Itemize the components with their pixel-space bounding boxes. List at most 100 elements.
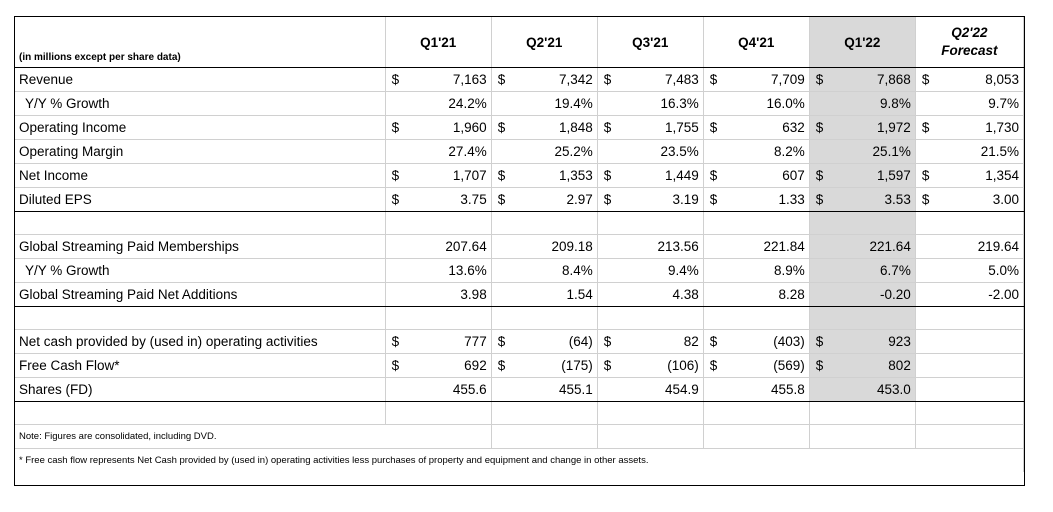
table-cell: 19.4%: [491, 91, 598, 116]
dollar-sign: $: [491, 187, 514, 212]
table-cell: 1.54: [491, 282, 598, 307]
dollar-sign: $: [809, 329, 832, 354]
forecast-label: Forecast: [941, 43, 998, 58]
table-cell: 3.19: [619, 187, 704, 212]
row-label: Global Streaming Paid Net Additions: [15, 282, 386, 307]
table-cell: 25.1%: [809, 139, 916, 164]
dollar-sign: $: [915, 187, 938, 212]
table-row: Revenue $7,163 $7,342 $7,483 $7,709 $7,8…: [15, 67, 1025, 92]
table-cell: 8.2%: [703, 139, 810, 164]
table-cell: (569): [725, 353, 810, 378]
footnote-free-cash-flow: * Free cash flow represents Net Cash pro…: [19, 455, 649, 466]
row-label: Free Cash Flow*: [15, 353, 386, 378]
dollar-sign: $: [915, 67, 938, 92]
table-cell: (106): [619, 353, 704, 378]
forecast-quarter: Q2'22: [951, 25, 988, 40]
dollar-sign: $: [703, 187, 726, 212]
table-cell: 1,707: [407, 163, 492, 188]
table-cell: 455.1: [491, 377, 598, 402]
dollar-sign: $: [809, 163, 832, 188]
spacer-row: [15, 401, 1025, 425]
table-cell: 1,354: [937, 163, 1025, 188]
dollar-sign: $: [703, 353, 726, 378]
table-row: Shares (FD) 455.6 455.1 454.9 455.8 453.…: [15, 377, 1025, 402]
row-label: Operating Margin: [15, 139, 386, 164]
table-cell: 8.9%: [703, 258, 810, 283]
table-cell: 6.7%: [809, 258, 916, 283]
table-cell: 802: [831, 353, 916, 378]
table-cell: [915, 377, 1025, 402]
dollar-sign: $: [385, 67, 408, 92]
table-cell: 1,730: [937, 115, 1025, 140]
spacer-row: [15, 211, 1025, 235]
table-cell: 25.2%: [491, 139, 598, 164]
table-cell: 1,848: [513, 115, 598, 140]
table-cell: 1,755: [619, 115, 704, 140]
table-cell: 455.6: [385, 377, 492, 402]
dollar-sign: $: [809, 115, 832, 140]
dollar-sign: $: [385, 115, 408, 140]
row-label: Diluted EPS: [15, 187, 386, 212]
dollar-sign: $: [597, 163, 620, 188]
table-cell: 21.5%: [915, 139, 1025, 164]
col-header-q221: Q2'21: [491, 17, 598, 68]
table-row: Net Income $1,707 $1,353 $1,449 $607 $1,…: [15, 163, 1025, 188]
table-cell: 7,868: [831, 67, 916, 92]
table-cell: 7,163: [407, 67, 492, 92]
col-header-forecast: Q2'22 Forecast: [915, 17, 1025, 68]
table-cell: 1,449: [619, 163, 704, 188]
table-cell: 213.56: [597, 234, 704, 259]
table-cell: (403): [725, 329, 810, 354]
table-cell: 1,972: [831, 115, 916, 140]
table-row: Diluted EPS $3.75 $2.97 $3.19 $1.33 $3.5…: [15, 187, 1025, 212]
table-cell: 3.98: [385, 282, 492, 307]
row-label: Shares (FD): [15, 377, 386, 402]
table-cell: 7,709: [725, 67, 810, 92]
table-cell: 9.7%: [915, 91, 1025, 116]
table-row: Operating Income $1,960 $1,848 $1,755 $6…: [15, 115, 1025, 140]
row-label: Net cash provided by (used in) operating…: [15, 329, 386, 354]
table-cell: 13.6%: [385, 258, 492, 283]
dollar-sign: $: [915, 115, 938, 140]
table-cell: 692: [407, 353, 492, 378]
dollar-sign: $: [491, 353, 514, 378]
dollar-sign: $: [491, 115, 514, 140]
footnote-consolidated: Note: Figures are consolidated, includin…: [15, 424, 386, 449]
table-cell: 8.4%: [491, 258, 598, 283]
table-cell: 82: [619, 329, 704, 354]
dollar-sign: $: [703, 115, 726, 140]
table-cell: (64): [513, 329, 598, 354]
table-cell: 219.64: [915, 234, 1025, 259]
table-cell: 2.97: [513, 187, 598, 212]
row-label: Y/Y % Growth: [15, 258, 386, 283]
table-cell: 607: [725, 163, 810, 188]
spacer-row: [15, 306, 1025, 330]
dollar-sign: $: [385, 329, 408, 354]
dollar-sign: $: [597, 353, 620, 378]
dollar-sign: $: [491, 163, 514, 188]
dollar-sign: $: [385, 353, 408, 378]
table-cell: 1.33: [725, 187, 810, 212]
table-row: Global Streaming Paid Memberships 207.64…: [15, 234, 1025, 259]
table-cell: 16.3%: [597, 91, 704, 116]
table-cell: 777: [407, 329, 492, 354]
table-cell: 209.18: [491, 234, 598, 259]
table-cell: 5.0%: [915, 258, 1025, 283]
dollar-sign: $: [491, 329, 514, 354]
row-label: Global Streaming Paid Memberships: [15, 234, 386, 259]
table-cell: 454.9: [597, 377, 704, 402]
table-cell: (175): [513, 353, 598, 378]
dollar-sign: $: [703, 67, 726, 92]
dollar-sign: $: [915, 163, 938, 188]
table-cell: 1,353: [513, 163, 598, 188]
dollar-sign: $: [491, 67, 514, 92]
units-label: (in millions except per share data): [15, 17, 386, 68]
col-header-q122: Q1'22: [809, 17, 916, 68]
table-cell: 221.64: [809, 234, 916, 259]
table-cell: 3.00: [937, 187, 1025, 212]
row-label: Operating Income: [15, 115, 386, 140]
col-header-q421: Q4'21: [703, 17, 810, 68]
table-row: Y/Y % Growth 13.6% 8.4% 9.4% 8.9% 6.7% 5…: [15, 258, 1025, 283]
table-cell: 4.38: [597, 282, 704, 307]
table-cell: 24.2%: [385, 91, 492, 116]
